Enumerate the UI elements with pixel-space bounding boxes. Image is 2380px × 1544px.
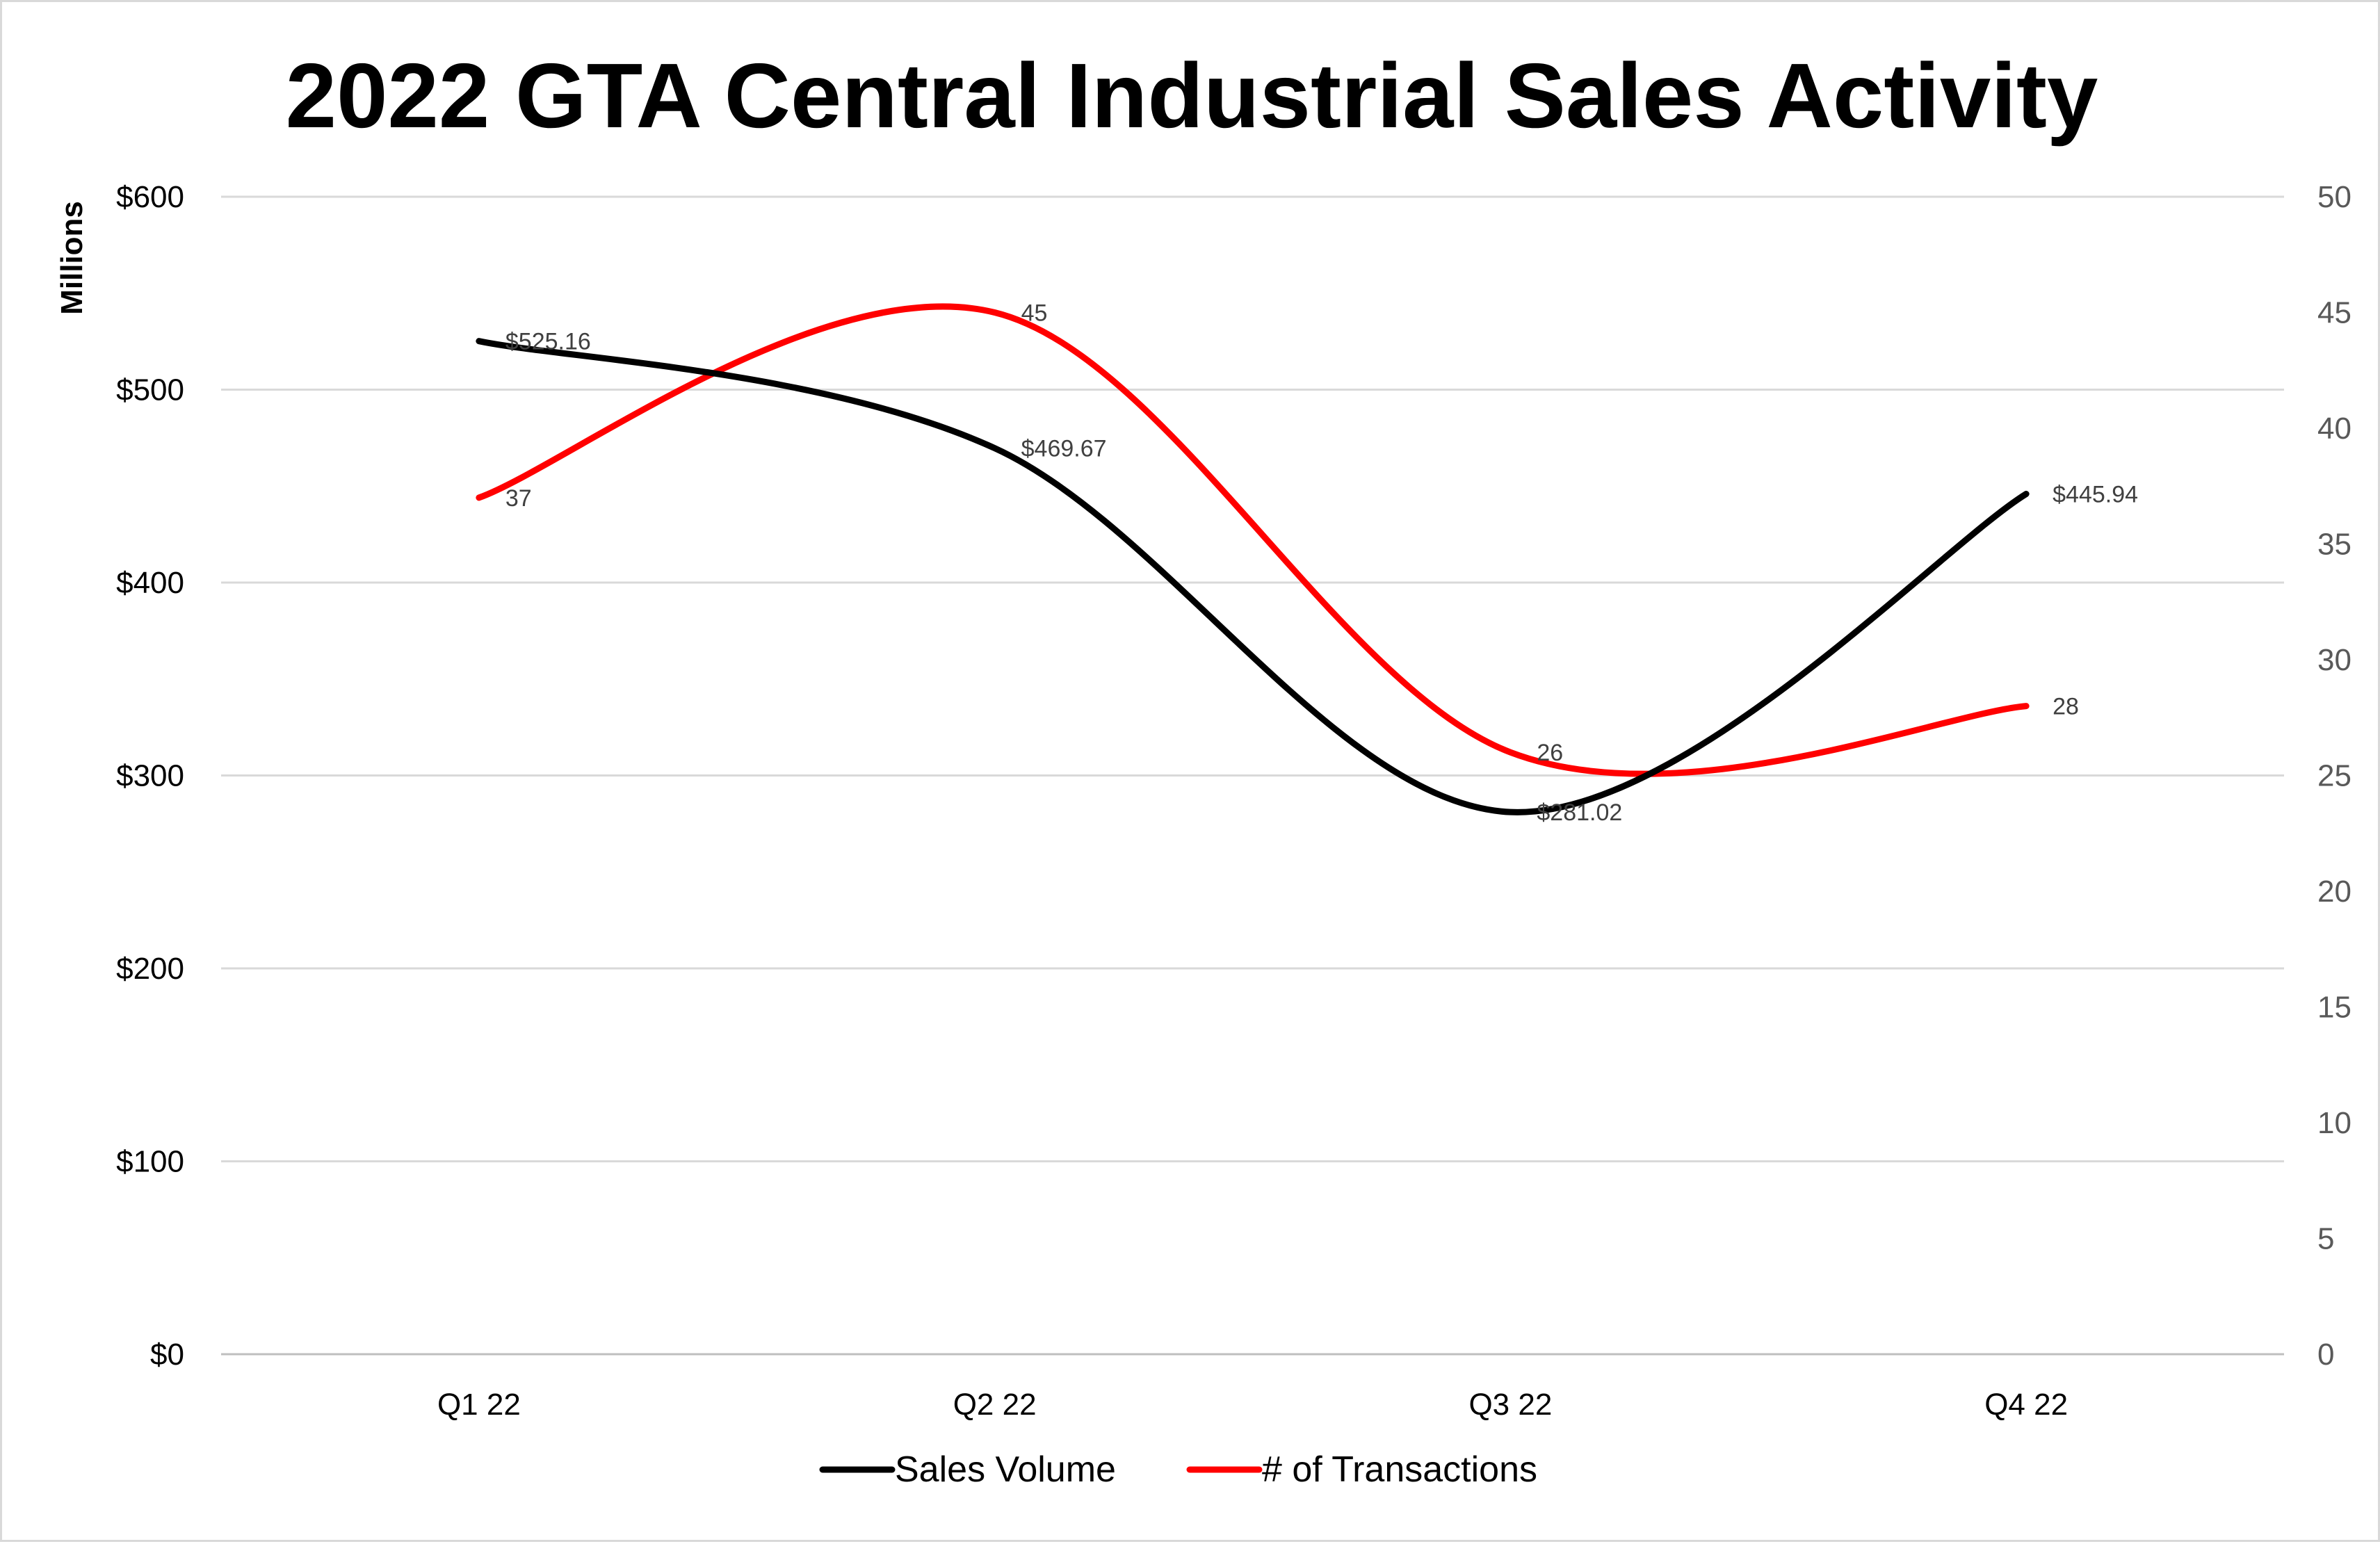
left-axis-tick-label: $100 — [116, 1145, 184, 1179]
legend-label-sales-volume: Sales Volume — [895, 1449, 1116, 1490]
data-label-transactions: 26 — [1537, 740, 1563, 766]
left-axis-tick-label: $300 — [116, 759, 184, 793]
x-axis-tick-label: Q4 22 — [1984, 1388, 2068, 1422]
x-axis-tick-label: Q1 22 — [437, 1388, 521, 1422]
right-axis-tick-label: 20 — [2317, 875, 2351, 909]
legend: Sales Volume # of Transactions — [819, 1449, 1537, 1490]
right-axis-tick-label: 15 — [2317, 991, 2351, 1025]
right-axis-tick-label: 45 — [2317, 296, 2351, 330]
data-label-transactions: 28 — [2053, 694, 2079, 720]
data-label-sales-volume: $469.67 — [1021, 436, 1107, 462]
gridlines — [221, 195, 2284, 1356]
x-axis-tick-label: Q3 22 — [1468, 1388, 1552, 1422]
right-axis-tick-label: 10 — [2317, 1106, 2351, 1140]
left-axis-title: Millions — [55, 201, 89, 315]
legend-label-transactions: # of Transactions — [1262, 1449, 1537, 1490]
series-line-transactions — [476, 303, 2030, 777]
series-lines — [476, 303, 2030, 815]
right-axis-tick-label: 0 — [2317, 1338, 2334, 1372]
right-axis-tick-label: 25 — [2317, 759, 2351, 793]
data-label-transactions: 45 — [1021, 300, 1048, 327]
left-axis-tick-label: $500 — [116, 373, 184, 407]
data-label-sales-volume: $281.02 — [1537, 799, 1622, 826]
left-axis: $0 $100 $200 $300 $400 $500 $600 Millions — [55, 180, 184, 1372]
right-axis-tick-label: 50 — [2317, 180, 2351, 214]
data-label-sales-volume: $525.16 — [505, 329, 591, 355]
data-label-transactions: 37 — [505, 485, 532, 512]
chart-title: 2022 GTA Central Industrial Sales Activi… — [286, 44, 2098, 147]
x-axis-tick-label: Q2 22 — [953, 1388, 1037, 1422]
left-axis-tick-label: $0 — [150, 1338, 184, 1372]
left-axis-tick-label: $600 — [116, 180, 184, 214]
right-axis-tick-label: 35 — [2317, 528, 2351, 562]
right-axis-tick-label: 40 — [2317, 412, 2351, 446]
left-axis-tick-label: $200 — [116, 952, 184, 986]
series-line-sales-volume — [476, 338, 2030, 815]
right-axis-tick-label: 30 — [2317, 643, 2351, 677]
left-axis-tick-label: $400 — [116, 566, 184, 600]
right-axis: 0 5 10 15 20 25 30 35 40 45 50 — [2317, 180, 2351, 1372]
data-labels: $525.16 $469.67 $281.02 $445.94 37 45 26 28 — [505, 300, 2138, 827]
data-label-sales-volume: $445.94 — [2053, 482, 2138, 508]
right-axis-tick-label: 5 — [2317, 1222, 2334, 1256]
x-axis: Q1 22 Q2 22 Q3 22 Q4 22 — [437, 1388, 2068, 1422]
